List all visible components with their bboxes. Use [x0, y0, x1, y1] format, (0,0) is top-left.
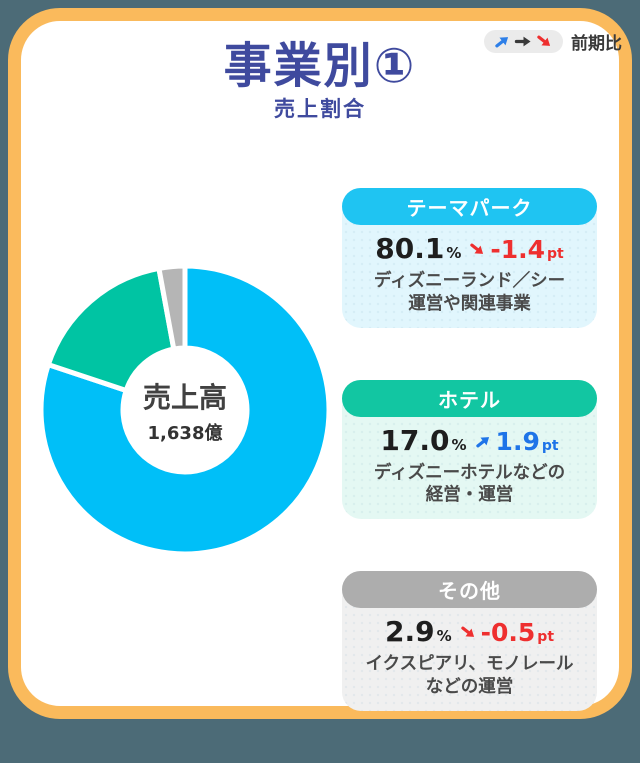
- donut-svg: [38, 263, 332, 557]
- value: 80.1: [375, 232, 445, 265]
- change-group: 1.9 pt: [474, 427, 559, 456]
- card-other-value-row: 2.9 % -0.5 pt: [342, 615, 597, 648]
- desc-line: 運営や関連事業: [408, 293, 531, 314]
- page-title: 事業別①: [223, 38, 417, 94]
- trend-legend: 前期比: [484, 29, 622, 54]
- trend-down-icon: [535, 33, 554, 50]
- value-unit: %: [436, 627, 452, 645]
- value: 17.0: [380, 423, 450, 457]
- value: 2.9: [384, 615, 435, 648]
- change-unit: pt: [541, 437, 559, 454]
- change-group: -1.4 pt: [468, 235, 564, 264]
- trend-down-icon: [459, 624, 478, 641]
- value-unit: %: [446, 244, 462, 262]
- change-unit: pt: [537, 629, 555, 645]
- trend-up-icon: [493, 33, 512, 50]
- desc-line: ディズニーランド／シー: [373, 271, 566, 291]
- segment-cards: テーマパーク 80.1 % -1.4 pt ディズニーランド／シー 運営や関連事…: [342, 188, 597, 763]
- trend-up-icon: [474, 433, 493, 450]
- legend-label: 前期比: [571, 34, 622, 54]
- change-unit: pt: [547, 246, 564, 262]
- card-other-title: その他: [342, 571, 597, 608]
- card-theme-park: テーマパーク 80.1 % -1.4 pt ディズニーランド／シー 運営や関連事…: [342, 188, 597, 328]
- page-subtitle: 売上割合: [274, 97, 366, 121]
- desc-line: ディズニーホテルなどの: [373, 462, 566, 483]
- desc-line: などの運営: [425, 676, 514, 697]
- desc-line: 経営・運営: [425, 485, 514, 506]
- value-unit: %: [451, 435, 467, 454]
- card-other-desc: イクスピアリ、モノレール などの運営: [342, 653, 597, 699]
- card-hotel-title: ホテル: [342, 379, 597, 417]
- trend-legend-pill: [484, 30, 563, 53]
- card-other: その他 2.9 % -0.5 pt イクスピアリ、モノレール などの運営: [342, 571, 597, 711]
- card-hotel: ホテル 17.0 % 1.9 pt ディズニーホテルなどの 経営・運営: [342, 379, 597, 519]
- card-theme-park-title: テーマパーク: [342, 188, 597, 225]
- sales-donut-chart: 売上高 1,638億: [35, 260, 335, 560]
- card-theme-park-desc: ディズニーランド／シー 運営や関連事業: [342, 270, 597, 316]
- card-hotel-value-row: 17.0 % 1.9 pt: [342, 424, 597, 457]
- card-hotel-desc: ディズニーホテルなどの 経営・運営: [342, 462, 597, 508]
- desc-line: イクスピアリ、モノレール: [365, 654, 574, 674]
- change-value: -1.4: [490, 235, 546, 264]
- change-value: -0.5: [480, 618, 536, 647]
- change-value: 1.9: [495, 426, 540, 456]
- arrow-right-icon: [514, 33, 533, 50]
- trend-down-icon: [468, 241, 487, 258]
- change-group: -0.5 pt: [459, 618, 554, 647]
- card-theme-park-value-row: 80.1 % -1.4 pt: [342, 232, 597, 265]
